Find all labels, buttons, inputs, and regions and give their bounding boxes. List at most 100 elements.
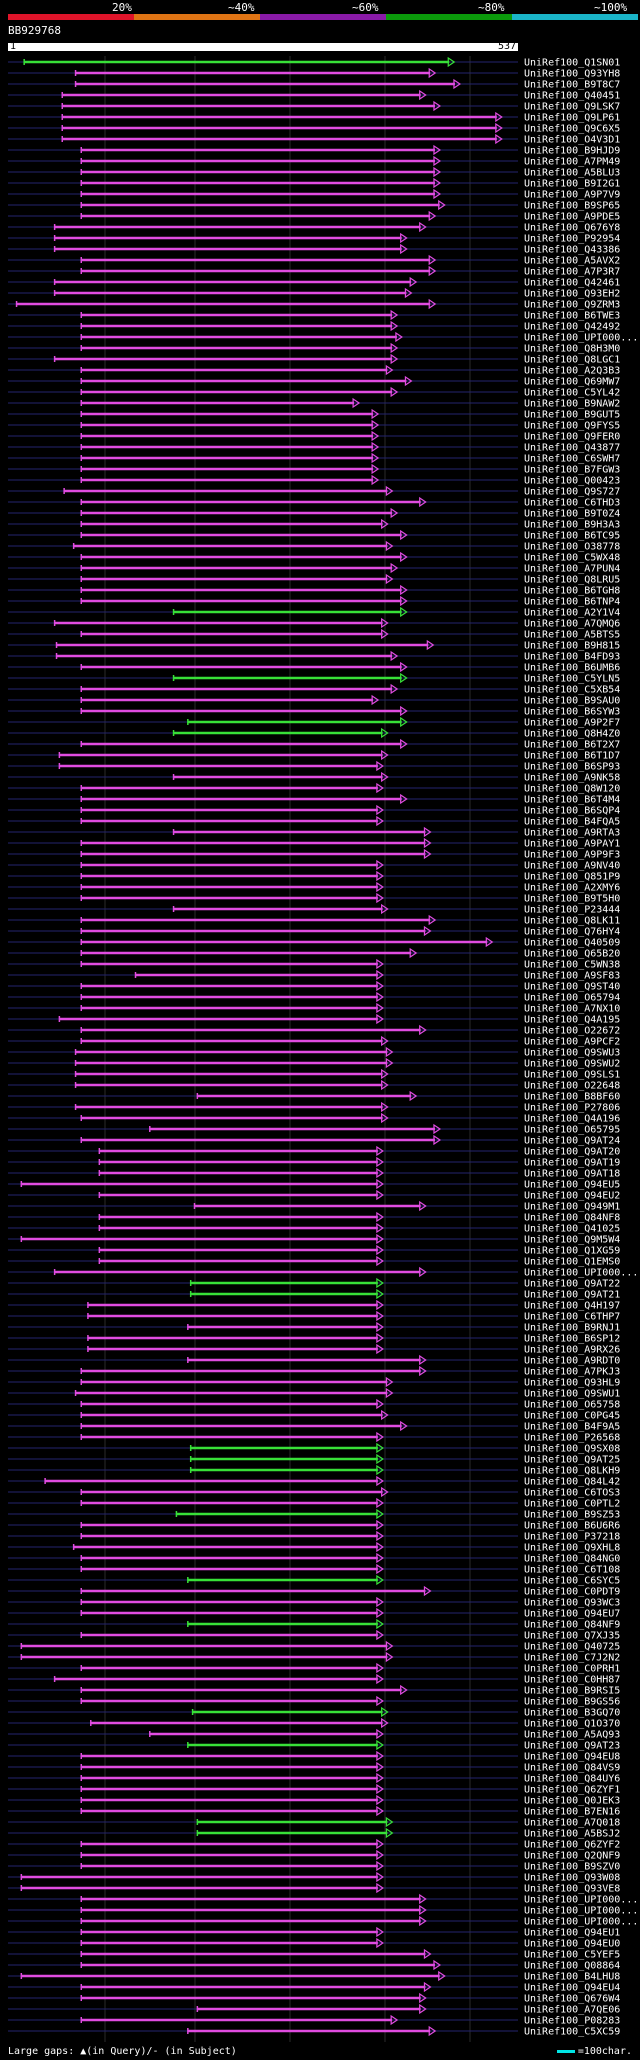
hit-row[interactable]: UniRef100_C5XC59 xyxy=(8,2025,620,2038)
hit-row[interactable]: UniRef100_Q4A195 xyxy=(8,1013,620,1026)
hit-row[interactable]: UniRef100_B9SP65 xyxy=(8,199,620,212)
hit-label[interactable]: UniRef100_Q9AT19 xyxy=(524,1158,620,1169)
hit-row[interactable]: UniRef100_C6TOS3 xyxy=(8,1486,620,1499)
hit-row[interactable]: UniRef100_Q8H3M0 xyxy=(8,342,620,355)
hit-label[interactable]: UniRef100_Q94EU8 xyxy=(524,1752,620,1763)
hit-row[interactable]: UniRef100_A7Q018 xyxy=(8,1816,620,1829)
hit-row[interactable]: UniRef100_A7NX10 xyxy=(8,1002,620,1015)
hit-label[interactable]: UniRef100_Q84L42 xyxy=(524,1477,620,1488)
hit-label[interactable]: UniRef100_Q1XG59 xyxy=(524,1246,620,1257)
hit-label[interactable]: UniRef100_Q9C6X5 xyxy=(524,124,620,135)
hit-label[interactable]: UniRef100_B8BF60 xyxy=(524,1092,620,1103)
hit-row[interactable]: UniRef100_Q40509 xyxy=(8,936,620,949)
hit-label[interactable]: UniRef100_B6UMB6 xyxy=(524,663,620,674)
hit-label[interactable]: UniRef100_C0PDT9 xyxy=(524,1587,620,1598)
hit-label[interactable]: UniRef100_Q9SX08 xyxy=(524,1444,620,1455)
hit-row[interactable]: UniRef100_B9SAU0 xyxy=(8,694,620,707)
hit-label[interactable]: UniRef100_B4F9A5 xyxy=(524,1422,620,1433)
hit-row[interactable]: UniRef100_Q84NF9 xyxy=(8,1618,620,1631)
hit-row[interactable]: UniRef100_Q94EU5 xyxy=(8,1178,620,1191)
hit-row[interactable]: UniRef100_B9H815 xyxy=(8,639,620,652)
hit-row[interactable]: UniRef100_A5BTS5 xyxy=(8,628,620,641)
hit-row[interactable]: UniRef100_Q84VS9 xyxy=(8,1761,620,1774)
hit-row[interactable]: UniRef100_P26568 xyxy=(8,1431,620,1444)
hit-label[interactable]: UniRef100_Q9FYS5 xyxy=(524,421,620,432)
hit-row[interactable]: UniRef100_O65795 xyxy=(8,1123,620,1136)
hit-row[interactable]: UniRef100_Q84NF8 xyxy=(8,1211,620,1224)
hit-row[interactable]: UniRef100_C5YEF5 xyxy=(8,1948,620,1961)
hit-row[interactable]: UniRef100_B6TC95 xyxy=(8,529,620,542)
hit-row[interactable]: UniRef100_O22672 xyxy=(8,1024,620,1037)
hit-label[interactable]: UniRef100_B9T8C7 xyxy=(524,80,620,91)
hit-row[interactable]: UniRef100_C6T108 xyxy=(8,1563,620,1576)
hit-label[interactable]: UniRef100_B9SAU0 xyxy=(524,696,620,707)
hit-label[interactable]: UniRef100_Q7XJ35 xyxy=(524,1631,620,1642)
hit-row[interactable]: UniRef100_Q9SLS1 xyxy=(8,1068,620,1081)
hit-label[interactable]: UniRef100_C5XC59 xyxy=(524,2027,620,2038)
hit-label[interactable]: UniRef100_Q8H3M0 xyxy=(524,344,620,355)
hit-row[interactable]: UniRef100_Q4H197 xyxy=(8,1299,620,1312)
hit-row[interactable]: UniRef100_UPI000... xyxy=(8,1893,638,1906)
hit-row[interactable]: UniRef100_A5AQ93 xyxy=(8,1728,620,1741)
hit-label[interactable]: UniRef100_B9RNJ1 xyxy=(524,1323,620,1334)
hit-row[interactable]: UniRef100_B9RNJ1 xyxy=(8,1321,620,1334)
hit-row[interactable]: UniRef100_B6SP12 xyxy=(8,1332,620,1345)
hit-row[interactable]: UniRef100_Q84UY6 xyxy=(8,1772,620,1785)
hit-row[interactable]: UniRef100_C6SWH7 xyxy=(8,452,620,465)
hit-row[interactable]: UniRef100_C5WN38 xyxy=(8,958,620,971)
hit-row[interactable]: UniRef100_C0PG45 xyxy=(8,1409,620,1422)
hit-label[interactable]: UniRef100_Q8H4Z0 xyxy=(524,729,620,740)
hit-label[interactable]: UniRef100_O4V3D1 xyxy=(524,135,620,146)
hit-row[interactable]: UniRef100_Q6ZYF2 xyxy=(8,1838,620,1851)
hit-row[interactable]: UniRef100_A5BSJ2 xyxy=(8,1827,620,1840)
hit-row[interactable]: UniRef100_Q9AT24 xyxy=(8,1134,620,1147)
hit-row[interactable]: UniRef100_B9H3A3 xyxy=(8,518,620,531)
hit-label[interactable]: UniRef100_B9H815 xyxy=(524,641,620,652)
hit-row[interactable]: UniRef100_A9PAY1 xyxy=(8,837,620,850)
hit-row[interactable]: UniRef100_B9T0Z4 xyxy=(8,507,620,520)
hit-row[interactable]: UniRef100_A9NK58 xyxy=(8,771,620,784)
hit-label[interactable]: UniRef100_A9NK58 xyxy=(524,773,620,784)
hit-row[interactable]: UniRef100_A9RTA3 xyxy=(8,826,620,839)
hit-label[interactable]: UniRef100_B6TC95 xyxy=(524,531,620,542)
hit-row[interactable]: UniRef100_Q69MW7 xyxy=(8,375,620,388)
hit-row[interactable]: UniRef100_A7QE06 xyxy=(8,2003,620,2016)
hit-row[interactable]: UniRef100_Q949M1 xyxy=(8,1200,620,1213)
hit-row[interactable]: UniRef100_Q42492 xyxy=(8,320,620,333)
hit-row[interactable]: UniRef100_Q94EU8 xyxy=(8,1750,620,1763)
hit-label[interactable]: UniRef100_B9NAW2 xyxy=(524,399,620,410)
hit-row[interactable]: UniRef100_B4FD93 xyxy=(8,650,620,663)
hit-label[interactable]: UniRef100_Q9XHL8 xyxy=(524,1543,620,1554)
hit-label[interactable]: UniRef100_P37218 xyxy=(524,1532,620,1543)
hit-label[interactable]: UniRef100_Q6ZYF1 xyxy=(524,1785,620,1796)
hit-label[interactable]: UniRef100_C6SWH7 xyxy=(524,454,620,465)
hit-label[interactable]: UniRef100_Q42461 xyxy=(524,278,620,289)
hit-row[interactable]: UniRef100_A2Q3B3 xyxy=(8,364,620,377)
hit-label[interactable]: UniRef100_Q2QNF9 xyxy=(524,1851,620,1862)
hit-label[interactable]: UniRef100_Q9AT20 xyxy=(524,1147,620,1158)
hit-label[interactable]: UniRef100_A5BLU3 xyxy=(524,168,620,179)
hit-label[interactable]: UniRef100_C0PRH1 xyxy=(524,1664,620,1675)
hit-row[interactable]: UniRef100_A9PCF2 xyxy=(8,1035,620,1048)
hit-row[interactable]: UniRef100_B6SYW3 xyxy=(8,705,620,718)
hit-label[interactable]: UniRef100_A9RX26 xyxy=(524,1345,620,1356)
hit-label[interactable]: UniRef100_A5AQ93 xyxy=(524,1730,620,1741)
hit-label[interactable]: UniRef100_Q93W08 xyxy=(524,1873,620,1884)
hit-label[interactable]: UniRef100_Q9SLS1 xyxy=(524,1070,620,1081)
hit-label[interactable]: UniRef100_Q00423 xyxy=(524,476,620,487)
hit-row[interactable]: UniRef100_A9P7V9 xyxy=(8,188,620,201)
hit-label[interactable]: UniRef100_Q84NF9 xyxy=(524,1620,620,1631)
hit-label[interactable]: UniRef100_Q69MW7 xyxy=(524,377,620,388)
hit-row[interactable]: UniRef100_B6T2X7 xyxy=(8,738,620,751)
hit-row[interactable]: UniRef100_Q8LKH9 xyxy=(8,1464,620,1477)
hit-label[interactable]: UniRef100_B6T2X7 xyxy=(524,740,620,751)
hit-row[interactable]: UniRef100_B9T5H0 xyxy=(8,892,620,905)
hit-row[interactable]: UniRef100_B6TNP4 xyxy=(8,595,620,608)
hit-label[interactable]: UniRef100_B6SYW3 xyxy=(524,707,620,718)
hit-row[interactable]: UniRef100_A7PUN4 xyxy=(8,562,620,575)
hit-label[interactable]: UniRef100_Q676Y8 xyxy=(524,223,620,234)
hit-row[interactable]: UniRef100_Q1XG59 xyxy=(8,1244,620,1257)
hit-label[interactable]: UniRef100_Q84NG0 xyxy=(524,1554,620,1565)
hit-row[interactable]: UniRef100_C0PDT9 xyxy=(8,1585,620,1598)
hit-row[interactable]: UniRef100_Q851P9 xyxy=(8,870,620,883)
